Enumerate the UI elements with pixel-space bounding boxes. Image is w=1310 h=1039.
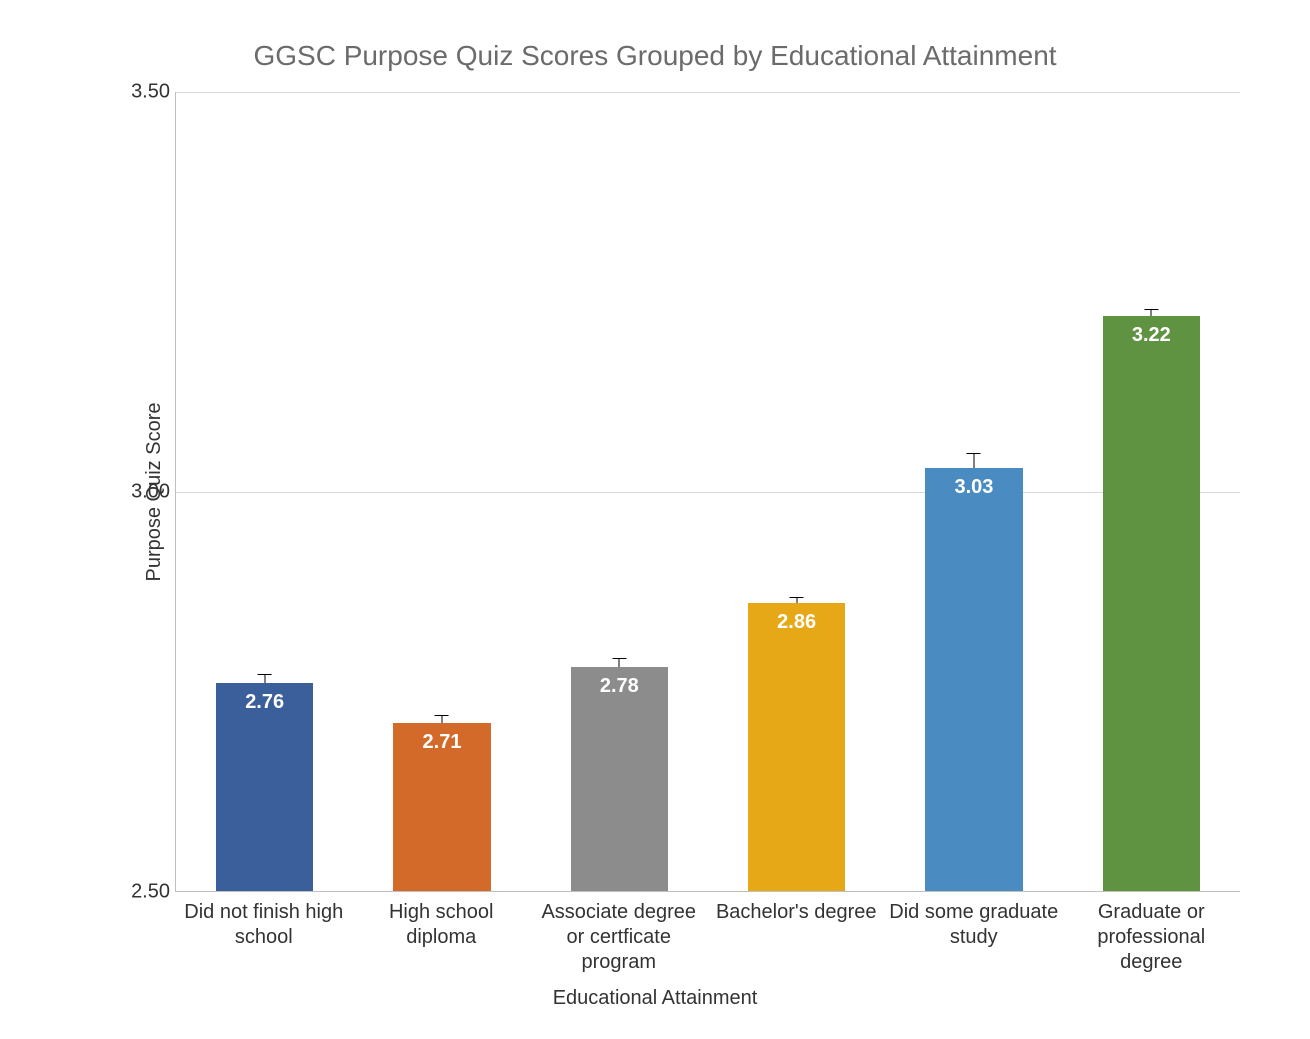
bar: 3.22 xyxy=(1103,316,1201,891)
error-bar xyxy=(264,674,265,684)
error-bar xyxy=(1151,309,1152,315)
error-bar-cap xyxy=(612,658,626,659)
chart-title: GGSC Purpose Quiz Scores Grouped by Educ… xyxy=(40,40,1270,72)
bar-slot: 2.71 xyxy=(353,92,530,891)
y-tick-label: 2.50 xyxy=(120,881,170,904)
plot-wrapper: Purpose Quiz Score 2.762.712.782.863.033… xyxy=(120,92,1250,892)
bar-value-label: 2.76 xyxy=(216,691,314,714)
error-bar-cap xyxy=(790,597,804,598)
chart-container: GGSC Purpose Quiz Scores Grouped by Educ… xyxy=(0,0,1310,1039)
x-axis-labels: Did not finish high schoolHigh school di… xyxy=(175,900,1240,975)
x-tick-label: Associate degree or certficate program xyxy=(530,900,708,975)
bar-value-label: 3.03 xyxy=(925,476,1023,499)
y-tick-label: 3.50 xyxy=(120,81,170,104)
error-bar xyxy=(619,658,620,668)
bar-value-label: 2.86 xyxy=(748,611,846,634)
x-tick-label: Did not finish high school xyxy=(175,900,353,975)
bar-slot: 3.03 xyxy=(885,92,1062,891)
error-bar-cap xyxy=(1144,309,1158,310)
bar-slot: 2.76 xyxy=(176,92,353,891)
error-bar-cap xyxy=(258,674,272,675)
bar-slot: 3.22 xyxy=(1063,92,1240,891)
bar-value-label: 2.78 xyxy=(571,675,669,698)
bar: 2.76 xyxy=(216,683,314,891)
bar: 3.03 xyxy=(925,468,1023,891)
x-tick-label: High school diploma xyxy=(353,900,531,975)
bar-value-label: 2.71 xyxy=(393,731,491,754)
error-bar xyxy=(441,715,442,723)
y-tick-label: 3.00 xyxy=(120,481,170,504)
bar: 2.78 xyxy=(571,667,669,891)
x-tick-label: Graduate or professional degree xyxy=(1063,900,1241,975)
bars-row: 2.76 2.71 2.78 2.86 3.03 3.22 xyxy=(176,92,1240,891)
bar: 2.71 xyxy=(393,723,491,891)
error-bar-cap xyxy=(967,453,981,454)
error-bar xyxy=(796,597,797,603)
x-tick-label: Bachelor's degree xyxy=(708,900,886,975)
bar-slot: 2.78 xyxy=(531,92,708,891)
bar-slot: 2.86 xyxy=(708,92,885,891)
bar: 2.86 xyxy=(748,603,846,891)
error-bar-cap xyxy=(435,715,449,716)
bar-value-label: 3.22 xyxy=(1103,324,1201,347)
plot-area: 2.76 2.71 2.78 2.86 3.03 3.22 xyxy=(175,92,1240,892)
x-tick-label: Did some graduate study xyxy=(885,900,1063,975)
x-axis-title: Educational Attainment xyxy=(40,987,1270,1010)
error-bar xyxy=(973,453,974,467)
